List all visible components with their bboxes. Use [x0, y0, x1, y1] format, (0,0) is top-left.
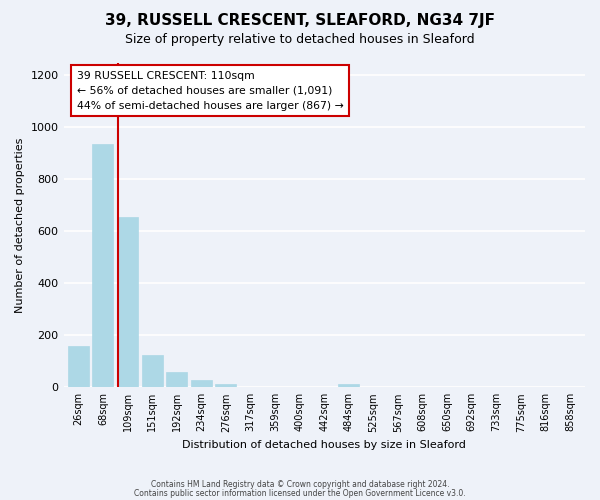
Bar — [92, 144, 113, 388]
Bar — [215, 384, 236, 388]
Text: 39 RUSSELL CRESCENT: 110sqm
← 56% of detached houses are smaller (1,091)
44% of : 39 RUSSELL CRESCENT: 110sqm ← 56% of det… — [77, 70, 343, 111]
Bar — [166, 372, 187, 388]
Bar — [191, 380, 212, 388]
X-axis label: Distribution of detached houses by size in Sleaford: Distribution of detached houses by size … — [182, 440, 466, 450]
Text: 39, RUSSELL CRESCENT, SLEAFORD, NG34 7JF: 39, RUSSELL CRESCENT, SLEAFORD, NG34 7JF — [105, 12, 495, 28]
Text: Size of property relative to detached houses in Sleaford: Size of property relative to detached ho… — [125, 32, 475, 46]
Bar — [117, 217, 138, 388]
Bar — [68, 346, 89, 388]
Text: Contains public sector information licensed under the Open Government Licence v3: Contains public sector information licen… — [134, 488, 466, 498]
Bar — [142, 355, 163, 388]
Bar — [338, 384, 359, 388]
Text: Contains HM Land Registry data © Crown copyright and database right 2024.: Contains HM Land Registry data © Crown c… — [151, 480, 449, 489]
Y-axis label: Number of detached properties: Number of detached properties — [15, 137, 25, 312]
